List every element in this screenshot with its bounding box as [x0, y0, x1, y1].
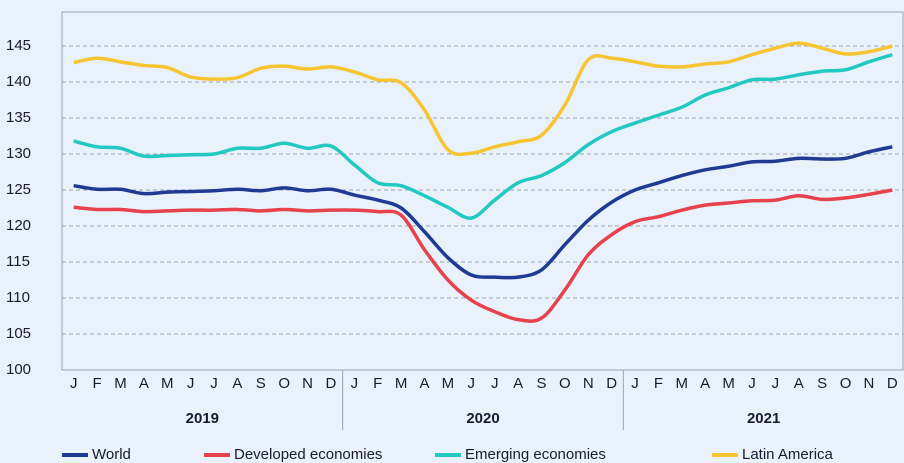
x-tick-label: J — [468, 375, 476, 392]
x-tick-label: J — [210, 375, 218, 392]
year-label: 2019 — [186, 410, 219, 427]
y-tick-label: 100 — [6, 361, 31, 378]
x-tick-label: M — [161, 375, 174, 392]
x-tick-label: J — [772, 375, 780, 392]
x-tick-label: F — [654, 375, 663, 392]
legend-label: Latin America — [742, 446, 834, 463]
series-line — [73, 41, 893, 157]
x-tick-label: J — [187, 375, 195, 392]
year-label: 2021 — [747, 410, 780, 427]
plot-border — [61, 11, 904, 371]
x-tick-label: J — [351, 375, 359, 392]
x-tick-label: N — [863, 375, 874, 392]
x-tick-label: O — [840, 375, 852, 392]
x-tick-label: F — [92, 375, 101, 392]
x-tick-label: J — [631, 375, 639, 392]
legend-label: Emerging economies — [465, 446, 606, 463]
x-tick-label: F — [373, 375, 382, 392]
x-tick-label: J — [748, 375, 756, 392]
x-tick-label: M — [722, 375, 735, 392]
y-tick-label: 110 — [6, 289, 30, 306]
x-tick-label: M — [114, 375, 127, 392]
y-tick-label: 115 — [6, 253, 30, 270]
x-tick-label: O — [559, 375, 571, 392]
x-tick-label: D — [887, 375, 898, 392]
year-label: 2020 — [466, 410, 499, 427]
x-tick-label: M — [395, 375, 408, 392]
x-tick-label: N — [583, 375, 594, 392]
legend-label: Developed economies — [234, 446, 382, 463]
x-tick-label: O — [278, 375, 290, 392]
x-tick-label: D — [606, 375, 617, 392]
x-tick-label: J — [491, 375, 499, 392]
x-tick-label: M — [676, 375, 689, 392]
x-tick-label: N — [302, 375, 313, 392]
series-line — [73, 52, 893, 220]
y-tick-label: 140 — [6, 73, 31, 90]
legend-label: World — [92, 446, 131, 463]
y-tick-label: 135 — [6, 109, 31, 126]
x-tick-label: A — [513, 375, 523, 392]
y-tick-label: 120 — [6, 217, 31, 234]
x-tick-label: A — [794, 375, 804, 392]
x-tick-label: S — [536, 375, 546, 392]
x-tick-label: A — [232, 375, 242, 392]
x-tick-label: A — [700, 375, 710, 392]
series-line — [73, 145, 893, 280]
y-tick-label: 130 — [6, 145, 31, 162]
y-tick-label: 105 — [6, 325, 31, 342]
x-tick-label: A — [139, 375, 149, 392]
x-tick-label: S — [817, 375, 827, 392]
y-tick-label: 145 — [6, 37, 31, 54]
x-tick-label: S — [256, 375, 266, 392]
y-tick-label: 125 — [6, 181, 31, 198]
x-tick-label: D — [326, 375, 337, 392]
x-tick-label: J — [70, 375, 78, 392]
series-line — [73, 188, 893, 323]
x-tick-label: A — [420, 375, 430, 392]
x-tick-label: M — [442, 375, 455, 392]
